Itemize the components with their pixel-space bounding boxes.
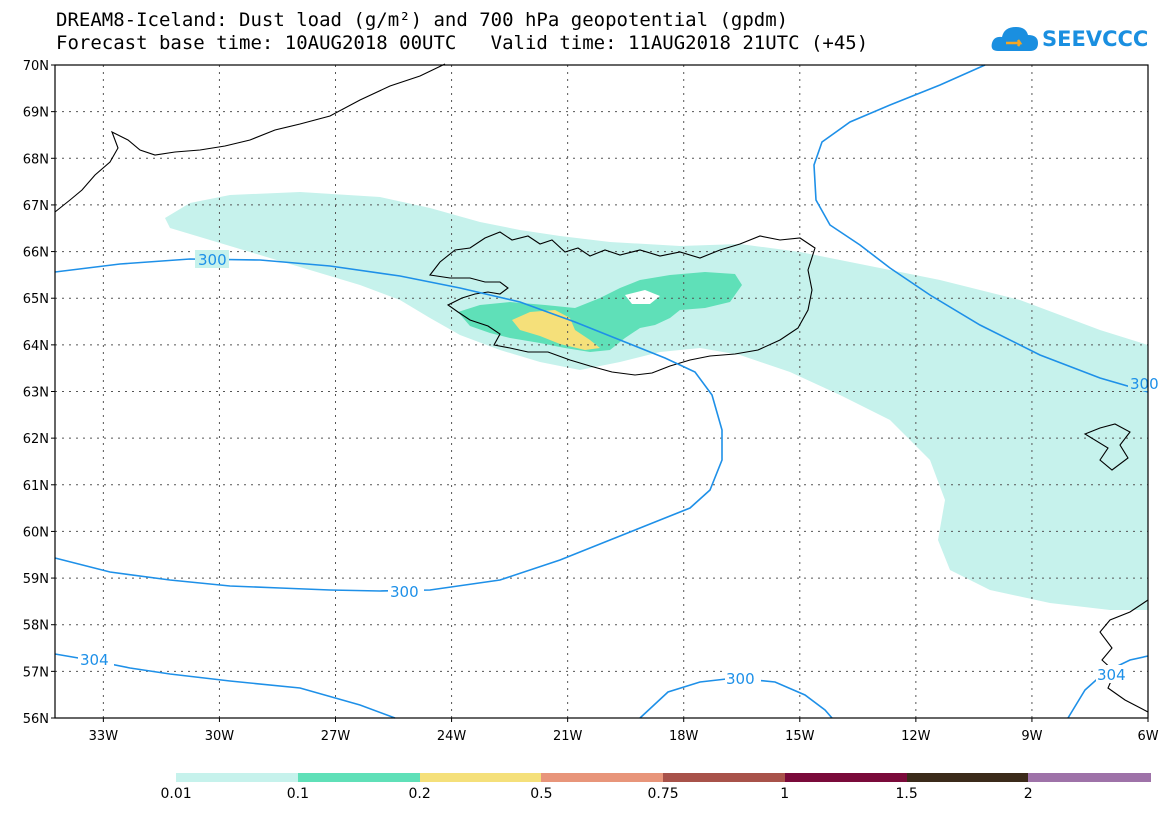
colorbar-label: 2	[1023, 786, 1033, 802]
contour-label: 300	[390, 583, 419, 601]
latitude-label: 67N	[23, 199, 49, 214]
latitude-label: 59N	[23, 572, 49, 587]
contour-line	[54, 258, 723, 592]
contour-label: 304	[1097, 666, 1126, 684]
colorbar-segment	[419, 773, 542, 782]
colorbar-segment	[541, 773, 664, 782]
scotland-coastline	[1099, 599, 1149, 713]
longitude-label: 18W	[669, 729, 699, 744]
longitude-label: 33W	[89, 729, 119, 744]
latitude-label: 58N	[23, 619, 49, 634]
seevccc-logo: SEEVCCC	[990, 21, 1170, 61]
longitude-label: 15W	[785, 729, 815, 744]
colorbar-segment	[1028, 773, 1151, 782]
faroe-coastline	[1083, 423, 1131, 471]
title-line-2: Forecast base time: 10AUG2018 00UTC Vali…	[56, 32, 869, 54]
latitude-label: 70N	[23, 59, 49, 74]
contour-label: 304	[80, 651, 109, 669]
logo-text: SEEVCCC	[1042, 27, 1149, 51]
contour-labels: 300 300 300 300 304 304	[78, 250, 1159, 688]
coastlines	[54, 63, 1149, 713]
dust-region-high	[512, 310, 600, 350]
contour-label: 300	[198, 251, 227, 269]
colorbar-label: 1	[780, 786, 790, 802]
colorbar-label: 0.75	[647, 786, 679, 802]
colorbar-segment	[663, 773, 786, 782]
longitude-label: 24W	[437, 729, 467, 744]
colorbar-segment	[906, 773, 1029, 782]
colorbar-segment	[784, 773, 907, 782]
greenland-coastline	[54, 63, 446, 213]
colorbar-segment	[297, 773, 420, 782]
latitude-labels: 70N 69N 68N 67N 66N 65N 64N 63N 62N 61N 60N 59N 58N 5…	[23, 59, 49, 727]
iceland-coastline	[428, 231, 816, 376]
dust-load-field	[165, 192, 1148, 610]
latitude-label: 63N	[23, 386, 49, 401]
latitude-label: 61N	[23, 479, 49, 494]
latitude-label: 60N	[23, 525, 49, 540]
longitude-label: 6W	[1137, 729, 1158, 744]
geopotential-contours	[54, 64, 1149, 719]
colorbar-segment	[176, 773, 299, 782]
colorbar-label: 0.1	[286, 786, 310, 802]
colorbar-label: 0.5	[530, 786, 553, 802]
title-line-1: DREAM8-Iceland: Dust load (g/m²) and 700…	[56, 9, 789, 31]
longitude-label: 9W	[1021, 729, 1042, 744]
colorbar-label: 0.01	[160, 786, 192, 802]
colorbar-label: 1.5	[895, 786, 918, 802]
longitude-label: 12W	[901, 729, 931, 744]
longitude-label: 21W	[553, 729, 583, 744]
contour-label: 300	[726, 670, 755, 688]
contour-label: 300	[1130, 375, 1159, 393]
colorbar-label: 0.2	[408, 786, 431, 802]
latitude-label: 62N	[23, 432, 49, 447]
latitude-label: 69N	[23, 106, 49, 121]
longitude-label: 27W	[321, 729, 351, 744]
dust-region-light	[165, 192, 1148, 610]
latitude-label: 68N	[23, 152, 49, 167]
latitude-label: 57N	[23, 665, 49, 680]
latitude-label: 66N	[23, 246, 49, 261]
latitude-label: 56N	[23, 712, 49, 727]
latitude-label: 64N	[23, 339, 49, 354]
cloud-icon	[991, 27, 1038, 51]
axis-ticks	[51, 64, 1149, 722]
longitude-labels: 33W 30W 27W 24W 21W 18W 15W 12W 9W 6W	[89, 729, 1159, 744]
longitude-label: 30W	[205, 729, 235, 744]
contour-line	[813, 64, 1149, 393]
latitude-label: 65N	[23, 292, 49, 307]
